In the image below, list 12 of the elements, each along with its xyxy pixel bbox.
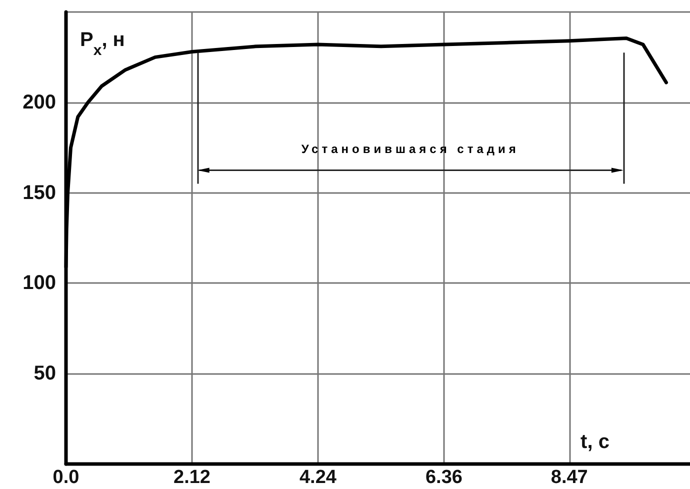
x-tick-label: 0.0 [52, 467, 80, 488]
y-tick-label: 150 [22, 182, 56, 204]
x-axis-title: t, c [580, 431, 610, 453]
annotation: Установившаяся стадия [301, 142, 520, 156]
x-tick-label: 2.12 [173, 467, 210, 488]
x-tick-label: 8.47 [550, 467, 588, 488]
y-tick-label: 100 [22, 272, 56, 294]
y-axis-title: P$_{x}$, н [80, 29, 125, 58]
y-tick-label: 200 [22, 91, 56, 114]
x-tick-label: 6.36 [425, 467, 462, 488]
y-tick-label: 50 [34, 362, 56, 385]
x-tick-label: 4.24 [299, 467, 337, 488]
